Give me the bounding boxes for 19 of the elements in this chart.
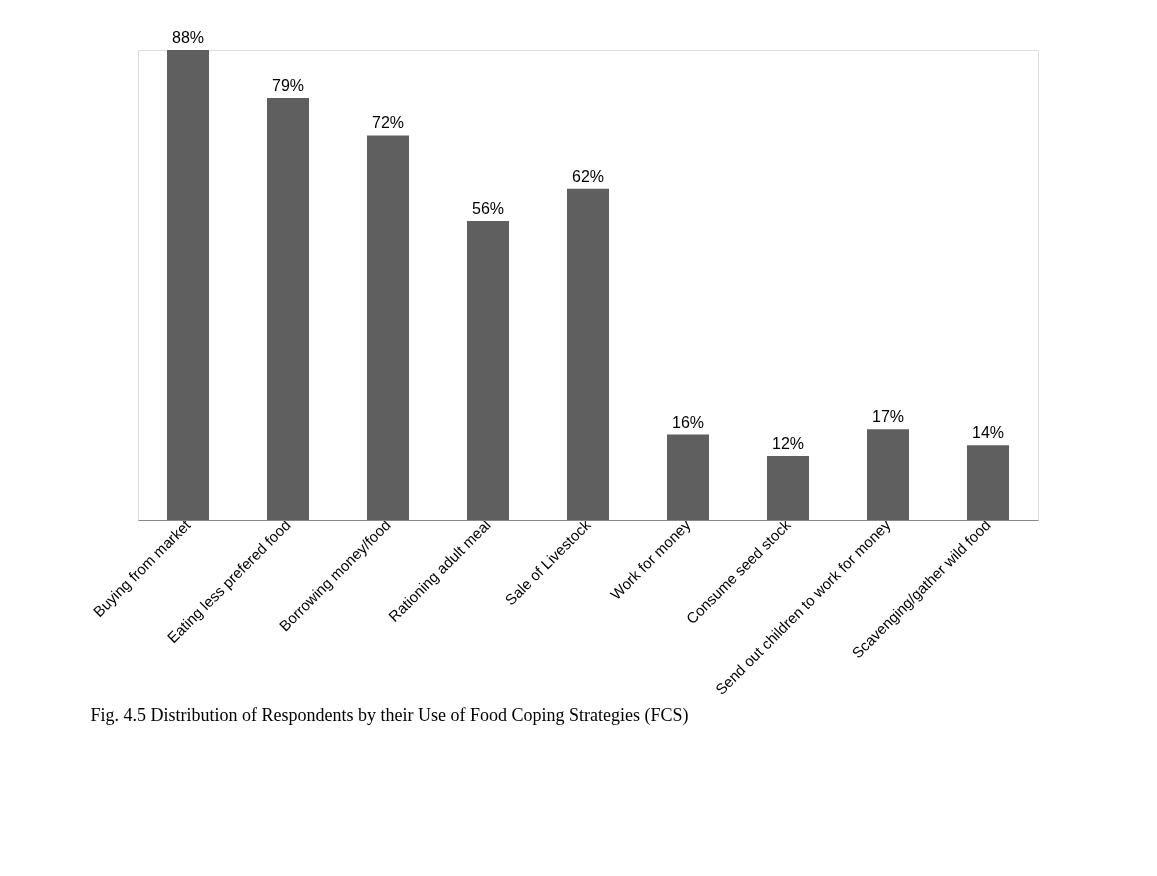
data-label: 12% xyxy=(771,434,805,452)
bar xyxy=(967,445,1009,520)
data-label: 16% xyxy=(671,413,705,431)
bar xyxy=(167,50,209,520)
bar xyxy=(567,188,609,520)
data-label: 56% xyxy=(471,199,505,217)
data-label: 17% xyxy=(871,408,905,426)
data-label: 14% xyxy=(971,424,1005,442)
bar xyxy=(667,434,709,520)
data-label: 88% xyxy=(171,29,205,46)
caption: Fig. 4.5 Distribution of Respondents by their Use of Food Coping Strategies (FCS) xyxy=(90,705,689,727)
bar xyxy=(267,98,309,520)
bar xyxy=(467,220,509,520)
bar xyxy=(767,455,809,520)
bar xyxy=(367,135,409,520)
data-label: 62% xyxy=(571,167,605,185)
data-label: 72% xyxy=(371,114,405,132)
data-label: 79% xyxy=(271,77,305,95)
bar xyxy=(867,429,909,520)
